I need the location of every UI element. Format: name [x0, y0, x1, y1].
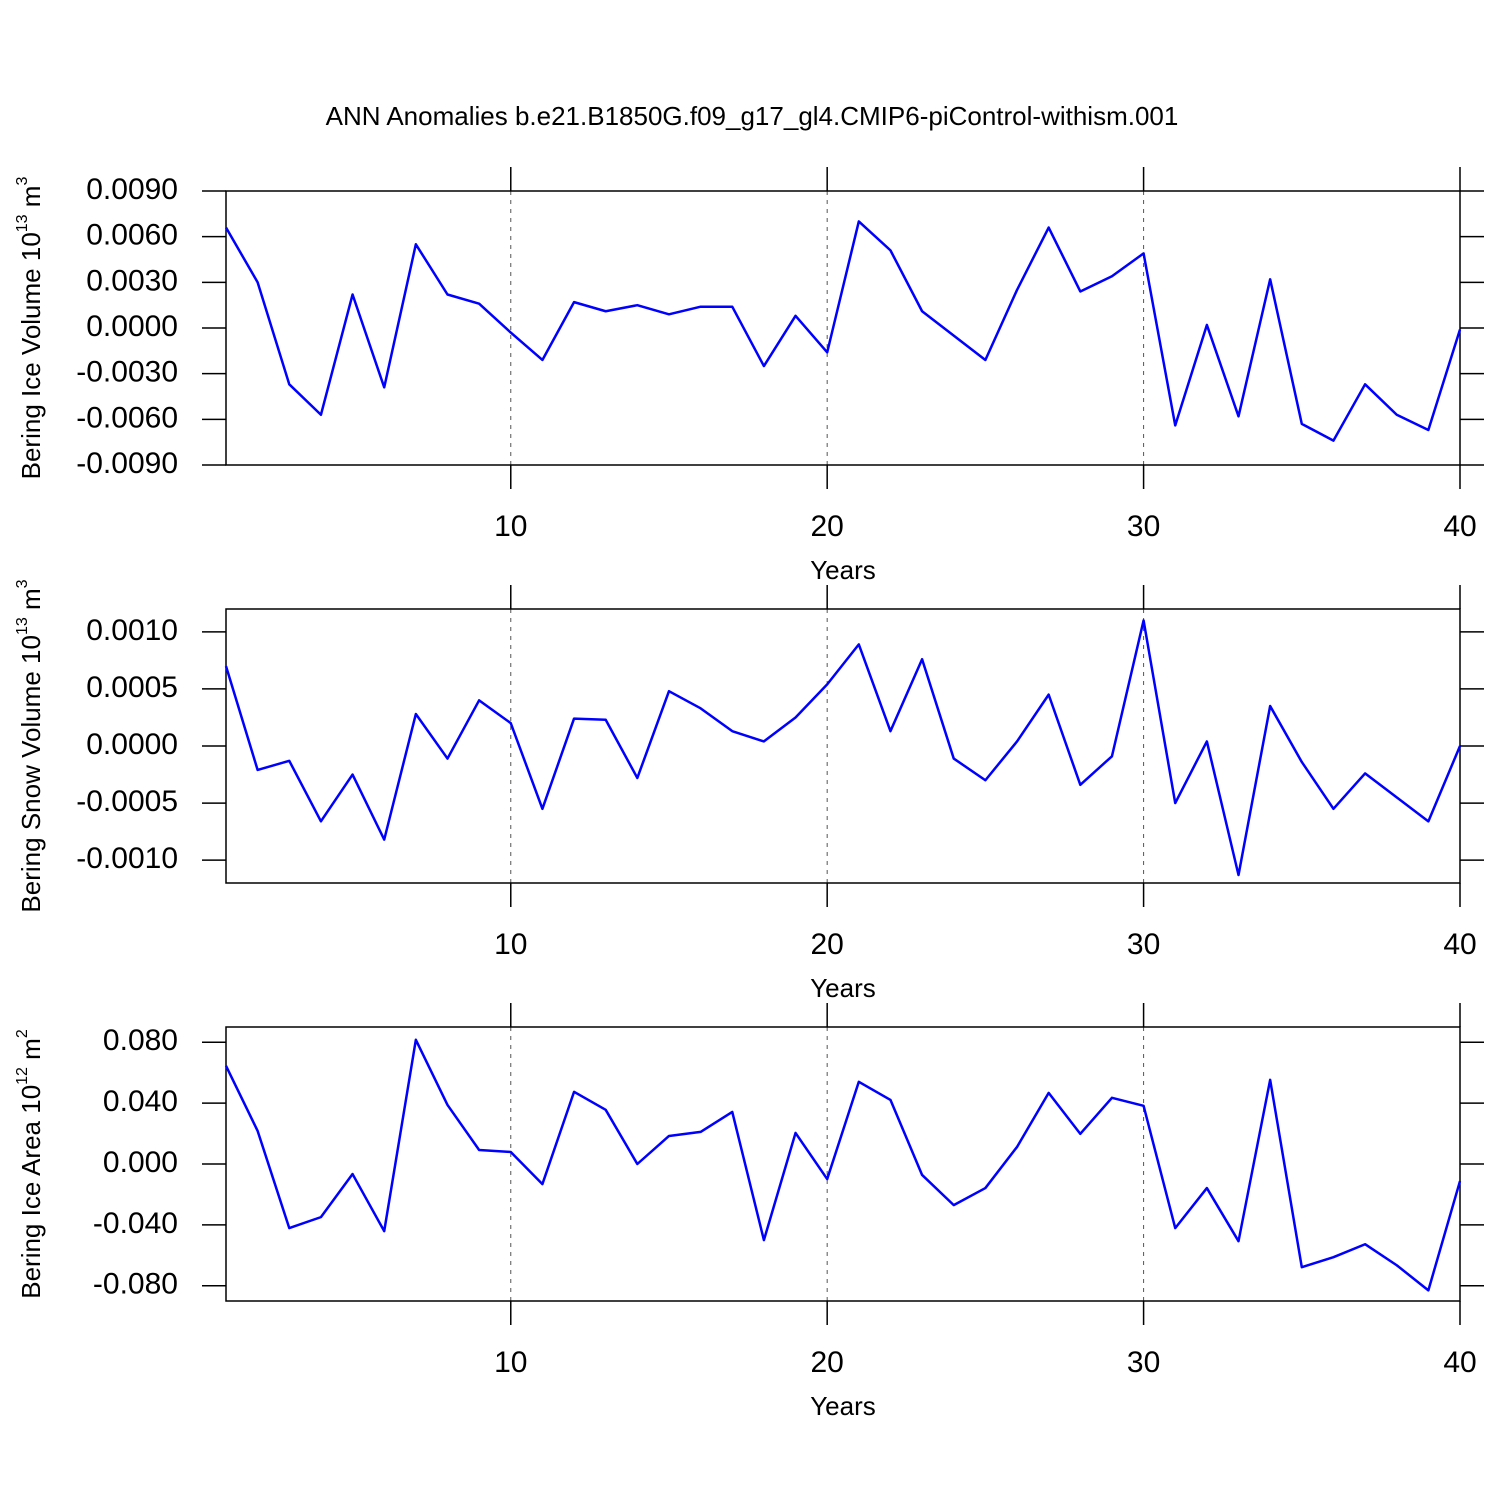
y-tick-label: -0.040	[93, 1207, 178, 1240]
x-tick-label: 30	[1127, 1346, 1160, 1379]
x-tick-label: 40	[1443, 510, 1476, 543]
y-label-unit-exponent: 3	[14, 579, 31, 588]
y-label-exponent: 12	[14, 1067, 31, 1085]
data-line	[224, 220, 1462, 442]
y-axis-label: Bering Snow Volume 1013 m3	[14, 579, 46, 912]
y-label-space	[16, 207, 46, 214]
x-axis-label: Years	[810, 1391, 876, 1421]
y-label-space	[16, 610, 46, 617]
data-line	[224, 619, 1462, 877]
y-label-text: Bering Snow Volume 10	[16, 635, 46, 913]
plot-frame	[225, 608, 1461, 884]
y-label-unit: m	[16, 1038, 46, 1060]
x-tick-label: 40	[1443, 1346, 1476, 1379]
y-tick-label: -0.080	[93, 1268, 178, 1301]
y-tick-label: 0.0005	[86, 671, 178, 704]
y-tick-label: 0.040	[103, 1085, 178, 1118]
x-tick-label: 30	[1127, 928, 1160, 961]
y-label-unit: m	[16, 186, 46, 208]
y-tick-label: 0.0000	[86, 310, 178, 343]
x-tick-label: 40	[1443, 928, 1476, 961]
x-tick-label: 10	[494, 1346, 527, 1379]
x-axis-label: Years	[810, 973, 876, 1003]
y-tick-label: -0.0060	[76, 401, 178, 434]
panel: 10 20 30 40 0.080 0.040 0.000 -0.040 -0.080 Years…	[14, 1003, 1484, 1421]
y-label-text: Bering Ice Area 10	[16, 1085, 46, 1299]
panel: 10 20 30 40 0.0010 0.0005 0.0000 -0.0005 -0.0010…	[14, 579, 1484, 1003]
panel: 10 20 30 40 0.0090 0.0060 0.0030 0.0000 -0.0030 -…	[14, 167, 1484, 585]
y-tick-label: -0.0005	[76, 785, 178, 818]
x-axis-label: Years	[810, 555, 876, 585]
y-tick-label: 0.0030	[86, 264, 178, 297]
y-tick-label: 0.0090	[86, 173, 178, 206]
y-label-exponent: 13	[14, 617, 31, 635]
x-tick-label: 10	[494, 928, 527, 961]
plot-frame	[225, 190, 1461, 466]
y-tick-label: 0.000	[103, 1146, 178, 1179]
y-tick-label: 0.0000	[86, 728, 178, 761]
x-tick-label: 30	[1127, 510, 1160, 543]
y-tick-label: 0.0060	[86, 219, 178, 252]
plot-frame	[225, 1026, 1461, 1302]
y-label-unit-exponent: 2	[14, 1029, 31, 1038]
y-label-exponent: 13	[14, 214, 31, 232]
y-label-text: Bering Ice Volume 10	[16, 232, 46, 479]
y-tick-label: -0.0030	[76, 356, 178, 389]
y-tick-label: 0.0010	[86, 614, 178, 647]
figure-title: ANN Anomalies b.e21.B1850G.f09_g17_gl4.C…	[326, 101, 1179, 131]
y-tick-label: -0.0090	[76, 447, 178, 480]
x-tick-label: 10	[494, 510, 527, 543]
y-tick-label: -0.0010	[76, 842, 178, 875]
y-tick-label: 0.080	[103, 1024, 178, 1057]
x-tick-label: 20	[810, 928, 843, 961]
data-line	[224, 1038, 1462, 1292]
x-tick-label: 20	[810, 1346, 843, 1379]
y-axis-label: Bering Ice Area 1012 m2	[14, 1029, 46, 1299]
x-tick-label: 20	[810, 510, 843, 543]
y-label-unit: m	[16, 588, 46, 610]
y-label-unit-exponent: 3	[14, 177, 31, 186]
y-label-space	[16, 1060, 46, 1067]
y-axis-label: Bering Ice Volume 1013 m3	[14, 177, 46, 480]
